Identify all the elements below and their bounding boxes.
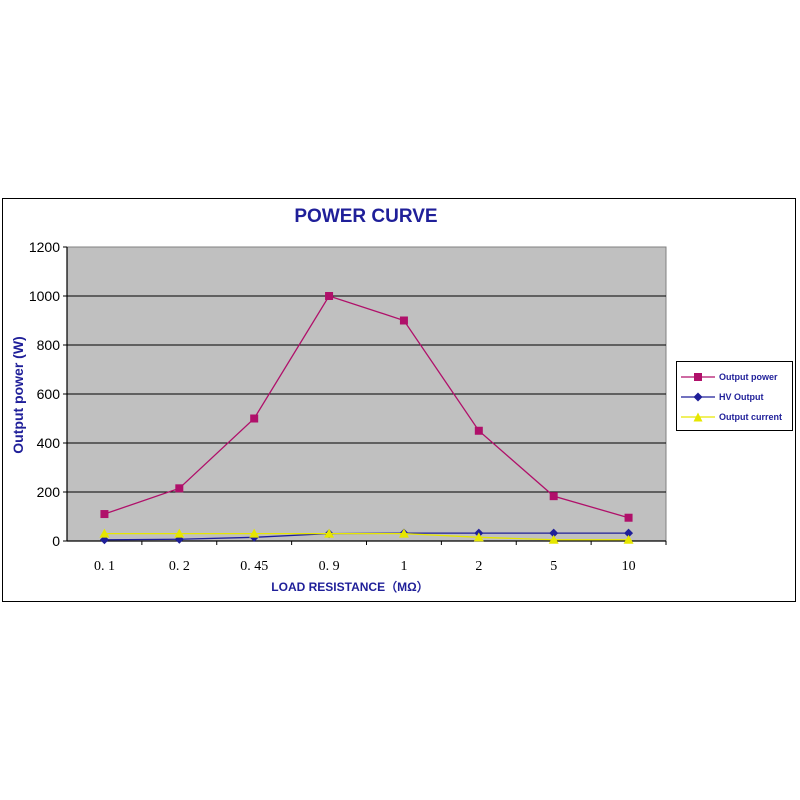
legend-hv-output-icon (681, 392, 715, 402)
x-tick-label: 0. 2 (169, 559, 190, 574)
x-tick-label: 10 (622, 559, 636, 574)
data-point-output-power (175, 484, 184, 493)
data-point-output-current (548, 534, 559, 544)
data-point-output-current (324, 528, 335, 538)
legend-output-power-icon (681, 373, 715, 381)
data-point-output-power (250, 414, 259, 423)
legend-item-hv-output: HV Output (681, 390, 764, 404)
data-point-output-current (398, 528, 409, 538)
series-group (99, 292, 634, 545)
data-point-output-current (473, 532, 484, 542)
y-tick-label: 800 (37, 337, 61, 353)
series-line-output-current (104, 533, 629, 541)
y-tick-label: 0 (52, 533, 60, 549)
legend-item-output-current: Output current (681, 410, 782, 424)
data-point-output-current (623, 534, 634, 544)
legend-label-output-power: Output power (719, 372, 778, 382)
x-ticks: 0. 1 0. 2 0. 45 0. 9 1 2 5 10 (94, 541, 667, 574)
series-output-power (100, 292, 633, 522)
y-tick-label: 400 (37, 435, 61, 451)
series-line-output-power (104, 295, 629, 519)
legend-item-output-power: Output power (681, 370, 778, 384)
data-point-output-current (174, 528, 185, 538)
legend-output-current-icon (681, 412, 715, 422)
data-point-hv-output (624, 528, 634, 538)
x-axis-title: LOAD RESISTANCE（MΩ） (271, 580, 429, 594)
x-tick-label: 0. 1 (94, 559, 115, 574)
x-tick-label: 5 (550, 559, 557, 574)
x-tick-label: 2 (475, 559, 482, 574)
data-point-hv-output (549, 528, 559, 538)
x-tick-label: 0. 45 (240, 559, 268, 574)
data-point-output-power (100, 510, 109, 519)
y-tick-label: 600 (37, 386, 61, 402)
data-point-output-power (549, 492, 558, 501)
y-tick-label: 1000 (29, 288, 60, 304)
legend-label-hv-output: HV Output (719, 392, 764, 402)
x-tick-label: 0. 9 (319, 559, 340, 574)
y-tick-label: 200 (37, 484, 61, 500)
chart-title: POWER CURVE (294, 206, 438, 227)
data-point-output-power (325, 292, 334, 300)
legend-label-output-current: Output current (719, 412, 782, 422)
data-point-output-power (474, 426, 483, 435)
legend: Output power HV Output Output current (676, 361, 793, 431)
x-tick-label: 1 (400, 559, 407, 574)
grid (67, 295, 666, 493)
series-output-current (99, 528, 634, 544)
data-point-output-power (399, 316, 408, 325)
data-point-output-current (249, 528, 260, 538)
data-point-output-current (99, 528, 110, 538)
y-tick-label: 1200 (29, 239, 60, 255)
data-point-output-power (624, 513, 633, 522)
